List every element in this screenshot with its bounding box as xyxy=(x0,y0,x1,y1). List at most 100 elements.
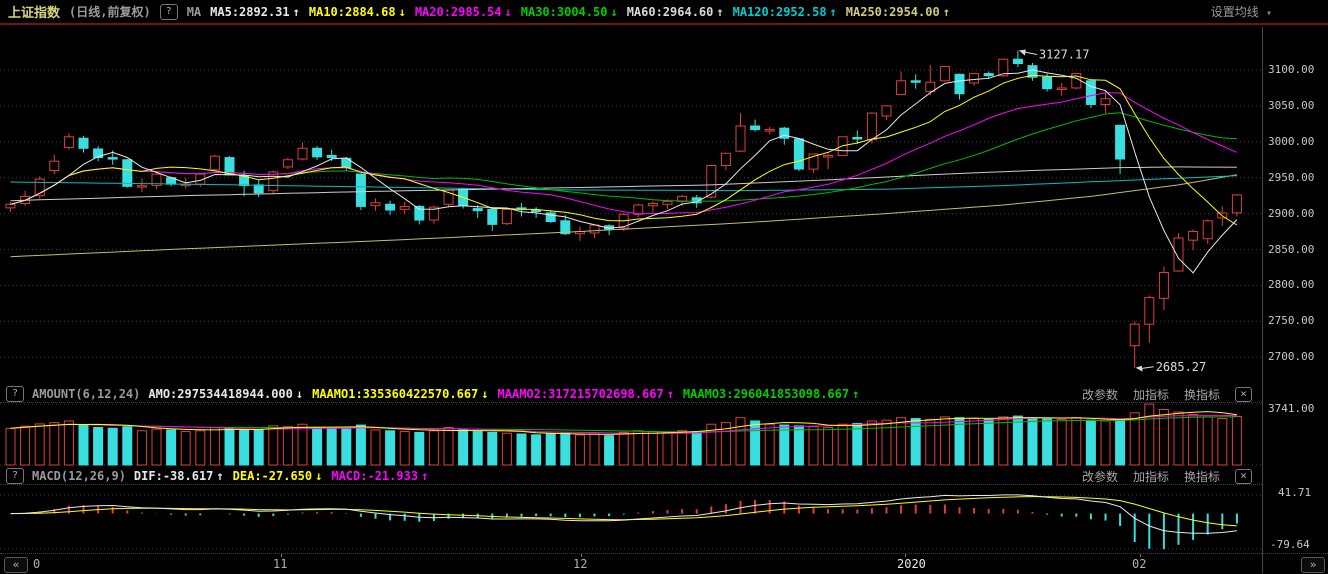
price-axis-label: 2850.00 xyxy=(1268,242,1315,256)
amount-value-text: MAAMO2:317215702698.667 xyxy=(497,387,664,401)
ma-value-item: MA120:2952.58 ↑ xyxy=(733,5,837,19)
amount-switch-indicator-button[interactable]: 换指标 xyxy=(1183,387,1220,402)
price-axis-label: 2750.00 xyxy=(1268,314,1315,328)
annotation-low: 2685.27 xyxy=(1135,360,1207,374)
price-axis-label: 2950.00 xyxy=(1268,170,1315,184)
macd-help-icon[interactable]: ? xyxy=(6,468,24,484)
up-arrow-icon: ↑ xyxy=(829,4,837,19)
ma-value-text: MA5:2892.31 xyxy=(210,4,290,19)
time-axis: « » 0 11 12 2020 02 xyxy=(0,553,1328,574)
ma-value-text: MA20:2985.54 xyxy=(414,4,502,19)
macd-params-label: MACD(12,26,9) xyxy=(32,469,126,483)
amount-params-label: AMOUNT(6,12,24) xyxy=(32,387,141,401)
amount-help-icon[interactable]: ? xyxy=(6,386,24,402)
macd-value-text: DIF:-38.617 xyxy=(133,469,214,483)
ma-label: MA xyxy=(186,4,202,19)
price-axis-label: 3000.00 xyxy=(1268,134,1315,148)
price-axis-label: 2700.00 xyxy=(1268,350,1315,364)
ma-value-item: MA10:2884.68 ↓ xyxy=(309,5,406,19)
amount-value-item: MAAMO2:317215702698.667 ↑ xyxy=(498,387,674,401)
up-arrow-icon: ↑ xyxy=(852,387,860,401)
ma-value-item: MA30:3004.50 ↓ xyxy=(521,5,618,19)
time-label: 2020 xyxy=(897,557,926,571)
svg-text:2685.27: 2685.27 xyxy=(1156,360,1207,374)
down-arrow-icon: ↓ xyxy=(481,387,489,401)
macd-value-item: DIF:-38.617 ↑ xyxy=(134,469,224,483)
chart-header: 上证指数 (日线,前复权) ? MA MA5:2892.31 ↑ MA10:2884… xyxy=(0,0,1328,25)
macd-switch-indicator-button[interactable]: 换指标 xyxy=(1183,469,1220,484)
macd-value-item: MACD:-21.933 ↑ xyxy=(331,469,428,483)
macd-add-indicator-button[interactable]: 加指标 xyxy=(1132,469,1169,484)
ma-settings-label: 设置均线 xyxy=(1210,5,1259,19)
amount-axis-label: 3741.00 xyxy=(1268,402,1315,415)
month-tick xyxy=(1140,554,1141,557)
month-tick xyxy=(905,554,906,557)
time-label: 12 xyxy=(573,557,588,571)
down-arrow-icon: ↓ xyxy=(504,4,512,19)
price-axis-label: 3050.00 xyxy=(1268,98,1315,112)
axis-border xyxy=(1262,27,1263,573)
stock-title: 上证指数 xyxy=(8,6,61,21)
amount-add-indicator-button[interactable]: 加指标 xyxy=(1132,387,1169,402)
macd-panel-header: ? MACD(12,26,9) DIF:-38.617 ↑ DEA:-27.650 ↓… xyxy=(0,468,1262,485)
ma-value-text: MA30:3004.50 xyxy=(520,4,608,19)
up-arrow-icon: ↑ xyxy=(942,4,950,19)
amount-value-item: AMO:297534418944.000 ↓ xyxy=(148,387,303,401)
macd-value-item: DEA:-27.650 ↓ xyxy=(233,469,323,483)
ma-value-text: MA120:2952.58 xyxy=(732,4,827,19)
scroll-left-button[interactable]: « xyxy=(4,557,28,573)
month-tick xyxy=(581,554,582,557)
amount-value-text: MAAMO1:335360422570.667 xyxy=(312,387,479,401)
annotation-high: 3127.17 xyxy=(1018,47,1090,61)
ma-value-item: MA250:2954.00 ↑ xyxy=(846,5,950,19)
macd-axis-label-low: -79.64 xyxy=(1270,538,1310,551)
amount-value-item: MAAMO1:335360422570.667 ↓ xyxy=(312,387,488,401)
macd-values: DIF:-38.617 ↑ DEA:-27.650 ↓ MACD:-21.933 ↑ xyxy=(134,469,428,483)
scroll-right-button[interactable]: » xyxy=(1301,557,1325,573)
up-arrow-icon: ↑ xyxy=(421,469,429,483)
ma-value-item: MA5:2892.31 ↑ xyxy=(210,5,300,19)
amount-value-text: MAAMO3:296041853098.667 xyxy=(682,387,850,401)
up-arrow-icon: ↑ xyxy=(666,387,674,401)
amount-values: AMO:297534418944.000 ↓ MAAMO1:335360422570… xyxy=(148,387,859,401)
down-arrow-icon: ↓ xyxy=(315,469,323,483)
ma-value-item: MA20:2985.54 ↓ xyxy=(415,5,512,19)
price-axis-label: 2900.00 xyxy=(1268,206,1315,220)
ma-value-text: MA250:2954.00 xyxy=(845,4,940,19)
up-arrow-icon: ↑ xyxy=(216,469,224,483)
chart-subtitle: (日线,前复权) xyxy=(69,5,151,19)
macd-modify-params-button[interactable]: 改参数 xyxy=(1081,469,1118,484)
time-label: 0 xyxy=(33,557,41,571)
ma-value-text: MA10:2884.68 xyxy=(308,4,396,19)
macd-close-icon[interactable]: × xyxy=(1235,468,1252,484)
down-arrow-icon: ↓ xyxy=(398,4,406,19)
ma-value-item: MA60:2964.60 ↑ xyxy=(627,5,724,19)
amount-close-icon[interactable]: × xyxy=(1235,386,1252,402)
macd-axis-label-high: 41.71 xyxy=(1278,486,1312,499)
month-tick xyxy=(281,554,282,557)
caret-down-icon: ▾ xyxy=(1265,8,1272,19)
amount-value-text: AMO:297534418944.000 xyxy=(148,387,293,401)
macd-chart-canvas[interactable] xyxy=(0,486,1262,553)
amount-value-item: MAAMO3:296041853098.667 ↑ xyxy=(683,387,859,401)
macd-value-text: MACD:-21.933 xyxy=(331,469,419,483)
ma-settings-button[interactable]: 设置均线 ▾ xyxy=(1211,3,1272,20)
up-arrow-icon: ↑ xyxy=(292,4,300,19)
amount-chart-canvas[interactable] xyxy=(0,403,1262,466)
down-arrow-icon: ↓ xyxy=(295,387,304,401)
time-label: 02 xyxy=(1132,557,1147,571)
time-label: 11 xyxy=(273,557,288,571)
main-chart-canvas[interactable]: 3127.17 2685.27 xyxy=(0,27,1262,386)
down-arrow-icon: ↓ xyxy=(610,4,618,19)
macd-toolbar: 改参数 加指标 换指标 × xyxy=(1082,468,1252,485)
amount-panel-header: ? AMOUNT(6,12,24) AMO:297534418944.000 ↓ M… xyxy=(0,386,1262,403)
ma-value-text: MA60:2964.60 xyxy=(626,4,714,19)
amount-modify-params-button[interactable]: 改参数 xyxy=(1081,387,1118,402)
ma-values: MA5:2892.31 ↑ MA10:2884.68 ↓ MA20:2985.54 ↓ MA… xyxy=(210,5,950,19)
up-arrow-icon: ↑ xyxy=(716,4,724,19)
svg-text:3127.17: 3127.17 xyxy=(1039,47,1090,61)
price-axis-label: 2800.00 xyxy=(1268,278,1315,292)
price-axis-label: 3100.00 xyxy=(1268,63,1315,76)
help-icon[interactable]: ? xyxy=(159,3,178,20)
macd-value-text: DEA:-27.650 xyxy=(232,469,313,483)
